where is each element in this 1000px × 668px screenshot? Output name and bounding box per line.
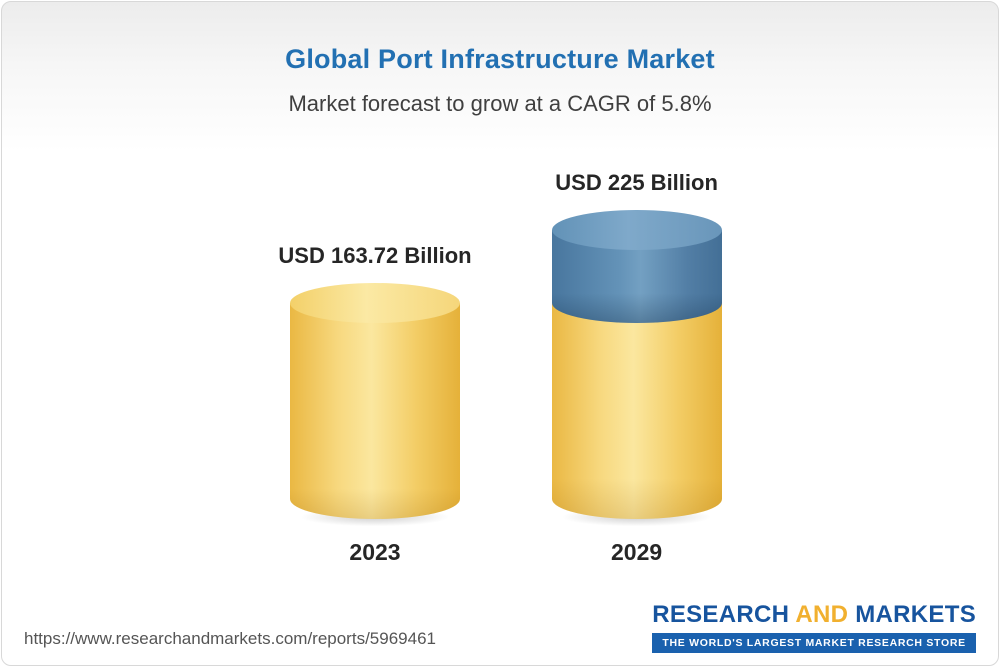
- chart-subtitle: Market forecast to grow at a CAGR of 5.8…: [288, 91, 712, 116]
- cylinder-2029-top-face: [551, 210, 722, 250]
- brand-word-markets: MARKETS: [855, 601, 976, 628]
- plot-area: USD 163.72 Billion 2023 USD 225 Billion …: [2, 170, 998, 566]
- bar-group-2023: USD 163.72 Billion 2023: [278, 243, 471, 566]
- brand-tagline: THE WORLD'S LARGEST MARKET RESEARCH STOR…: [652, 633, 976, 653]
- cylinder-2023-base-segment: [290, 303, 460, 519]
- bar-group-2029: USD 225 Billion 2029: [541, 170, 732, 566]
- cylinder-2029: [541, 210, 732, 529]
- cylinder-2023-top-face: [290, 283, 460, 323]
- chart-header: Global Port Infrastructure Market Market…: [2, 2, 998, 117]
- brand-logo: RESEARCH AND MARKETS THE WORLD'S LARGEST…: [652, 601, 976, 653]
- brand-word-research: RESEARCH: [652, 601, 790, 628]
- value-label-2023: USD 163.72 Billion: [278, 243, 472, 268]
- category-label-2023: 2023: [349, 539, 401, 565]
- cylinder-2023: [279, 283, 471, 529]
- category-label-2029: 2029: [611, 539, 663, 565]
- report-url: https://www.researchandmarkets.com/repor…: [24, 629, 436, 648]
- chart-title: Global Port Infrastructure Market: [285, 44, 715, 74]
- value-label-2029: USD 225 Billion: [555, 170, 718, 195]
- brand-logo-text: RESEARCH AND MARKETS: [652, 601, 976, 629]
- brand-word-and: AND: [795, 601, 849, 628]
